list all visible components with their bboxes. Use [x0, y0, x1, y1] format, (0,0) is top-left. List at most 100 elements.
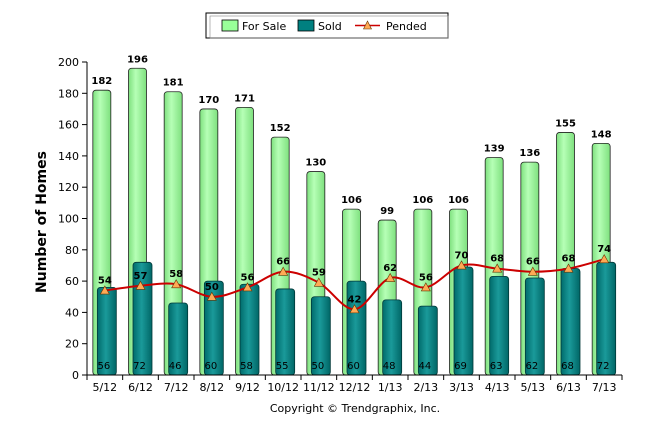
copyright-text: Copyright © Trendgraphix, Inc. [270, 402, 440, 415]
point-pended [135, 280, 146, 290]
y-tick-label: 180 [58, 87, 79, 100]
data-label-sold: 44 [418, 361, 431, 372]
x-tick-label: 9/12 [235, 381, 260, 394]
x-tick-label: 8/12 [199, 381, 224, 394]
data-label-sold: 60 [204, 361, 217, 372]
data-label-pended: 56 [241, 272, 255, 283]
point-pended [420, 282, 431, 292]
legend-label-sold: Sold [318, 20, 342, 33]
data-label-pended: 70 [455, 250, 469, 261]
x-tick-label: 5/13 [520, 381, 545, 394]
point-pended [599, 254, 610, 264]
y-tick-label: 140 [58, 150, 79, 163]
x-tick-label: 6/13 [556, 381, 581, 394]
legend-swatch-for-sale [221, 19, 239, 32]
x-tick-label: 5/12 [92, 381, 117, 394]
data-label-for-sale: 106 [412, 195, 433, 206]
data-label-pended: 74 [597, 244, 611, 255]
x-tick-label: 6/12 [128, 381, 153, 394]
bar-sold [596, 261, 617, 376]
data-label-sold: 72 [133, 361, 146, 372]
data-label-sold: 50 [311, 361, 324, 372]
data-label-for-sale: 106 [448, 195, 469, 206]
data-label-for-sale: 196 [127, 54, 148, 65]
data-label-sold: 60 [347, 361, 360, 372]
data-label-for-sale: 152 [270, 123, 291, 134]
data-label-for-sale: 181 [163, 78, 184, 89]
data-label-sold: 48 [383, 361, 396, 372]
data-label-for-sale: 99 [380, 206, 394, 217]
point-pended [563, 263, 574, 273]
data-label-pended: 68 [562, 254, 576, 265]
data-label-for-sale: 136 [519, 148, 540, 159]
y-axis-label: Number of Homes [34, 151, 50, 293]
legend-swatch-pended-marker [363, 20, 372, 30]
data-label-sold: 55 [276, 361, 289, 372]
x-tick-label: 7/13 [592, 381, 617, 394]
data-label-for-sale: 139 [484, 143, 505, 154]
point-pended [99, 285, 110, 295]
legend: For Sale Sold Pended [205, 12, 449, 39]
point-pended [492, 263, 503, 273]
y-tick-label: 40 [65, 306, 79, 319]
y-tick-label: 160 [58, 119, 79, 132]
y-tick-label: 100 [58, 213, 79, 226]
point-pended [242, 282, 253, 292]
point-pended [206, 291, 217, 301]
data-label-for-sale: 130 [305, 158, 326, 169]
x-tick-label: 10/12 [267, 381, 299, 394]
data-label-sold: 63 [490, 361, 503, 372]
data-label-sold: 46 [169, 361, 182, 372]
data-label-for-sale: 148 [591, 129, 612, 140]
point-pended [313, 277, 324, 287]
data-label-pended: 56 [419, 272, 433, 283]
data-label-for-sale: 170 [198, 95, 219, 106]
data-label-pended: 57 [134, 271, 148, 282]
data-label-pended: 62 [383, 263, 397, 274]
data-label-pended: 66 [526, 257, 540, 268]
y-tick-label: 60 [65, 275, 79, 288]
y-tick-label: 200 [58, 56, 79, 69]
x-tick-label: 7/12 [164, 381, 189, 394]
x-tick-label: 4/13 [485, 381, 510, 394]
data-label-pended: 58 [169, 269, 183, 280]
data-label-for-sale: 106 [341, 195, 362, 206]
x-tick-label: 12/12 [339, 381, 371, 394]
data-label-pended: 68 [490, 254, 504, 265]
data-label-sold: 72 [597, 361, 610, 372]
x-tick-label: 3/13 [449, 381, 474, 394]
data-label-for-sale: 155 [555, 118, 576, 129]
data-label-pended: 50 [205, 282, 219, 293]
x-tick-label: 2/13 [413, 381, 438, 394]
bar-sold [560, 268, 581, 376]
point-pended [385, 272, 396, 282]
data-label-sold: 69 [454, 361, 467, 372]
point-pended [171, 279, 182, 289]
point-pended [278, 266, 289, 276]
legend-label-for-sale: For Sale [242, 20, 286, 33]
data-label-pended: 66 [276, 257, 290, 268]
point-pended [456, 260, 467, 270]
data-label-sold: 62 [525, 361, 538, 372]
data-label-pended: 59 [312, 268, 326, 279]
y-tick-label: 80 [65, 244, 79, 257]
legend-label-pended: Pended [386, 20, 427, 33]
data-label-pended: 54 [98, 275, 112, 286]
y-tick-label: 0 [72, 369, 79, 382]
data-label-sold: 58 [240, 361, 253, 372]
x-tick-label: 11/12 [303, 381, 335, 394]
data-label-pended: 42 [348, 294, 362, 305]
legend-swatch-sold [297, 19, 315, 32]
point-pended [349, 304, 360, 314]
data-label-sold: 56 [97, 361, 110, 372]
bar-sold [453, 266, 474, 376]
data-label-for-sale: 182 [91, 76, 112, 87]
point-pended [527, 266, 538, 276]
data-label-sold: 68 [561, 361, 574, 372]
y-tick-label: 20 [65, 338, 79, 351]
data-label-for-sale: 171 [234, 93, 255, 104]
x-tick-label: 1/13 [378, 381, 403, 394]
y-tick-label: 120 [58, 181, 79, 194]
